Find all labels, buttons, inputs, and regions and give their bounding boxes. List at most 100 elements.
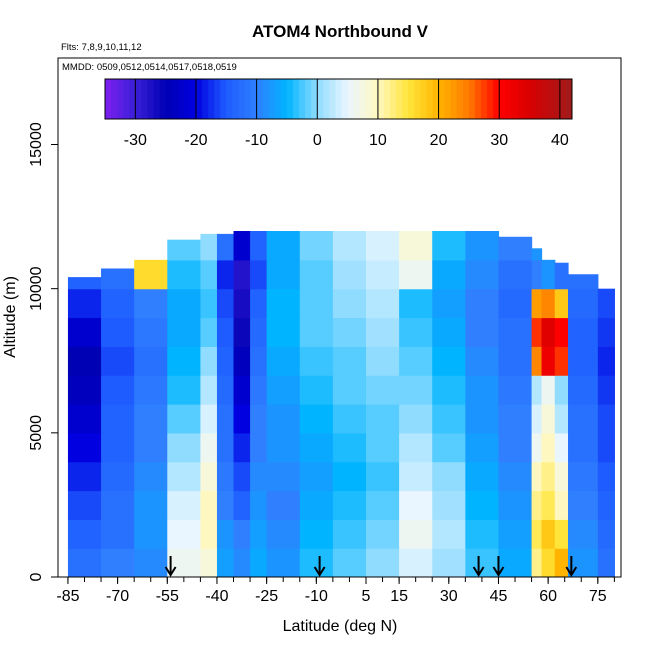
- heatmap-cell: [299, 231, 334, 261]
- heatmap-cell: [67, 432, 102, 463]
- colorbar-swatch: [493, 79, 500, 119]
- colorbar-swatch: [189, 79, 197, 119]
- heatmap-cell: [134, 490, 168, 520]
- heatmap-cell: [498, 259, 533, 290]
- heatmap-cell: [332, 490, 367, 520]
- heatmap-cell: [67, 548, 102, 577]
- heatmap-cell: [67, 346, 102, 376]
- heatmap-cell: [266, 404, 301, 434]
- heatmap-cell: [531, 317, 543, 347]
- heatmap-cell: [554, 519, 569, 549]
- heatmap-cell: [101, 432, 135, 463]
- heatmap-cell: [531, 346, 543, 376]
- heatmap-cell: [250, 461, 268, 492]
- heatmap-cell: [266, 231, 301, 261]
- heatmap-cell: [432, 346, 466, 376]
- heatmap-cell: [399, 461, 433, 492]
- colorbar-swatch: [202, 79, 209, 119]
- heatmap-cell: [554, 375, 569, 405]
- heatmap-cell: [134, 432, 168, 463]
- heatmap-cell: [134, 259, 168, 290]
- heatmap-cell: [101, 404, 135, 434]
- flight-marker-arrowhead: [313, 566, 326, 577]
- heatmap-cell: [67, 490, 102, 520]
- x-tick-label: 60: [539, 588, 557, 605]
- heatmap-cell: [101, 548, 135, 577]
- heatmap-cell: [554, 346, 569, 376]
- heatmap-cell: [597, 375, 615, 405]
- heatmap-cell: [554, 404, 569, 434]
- x-tick-label: -10: [305, 588, 328, 605]
- colorbar-swatch: [541, 79, 549, 119]
- heatmap-cell: [299, 548, 334, 577]
- heatmap-cell: [266, 548, 301, 577]
- colorbar-swatch: [147, 79, 155, 119]
- heatmap-cell: [167, 404, 202, 434]
- heatmap-cell: [134, 317, 168, 347]
- heatmap-cell: [167, 259, 202, 290]
- colorbar-swatch: [262, 79, 270, 119]
- y-tick-label: 0: [28, 572, 45, 581]
- colorbar-swatch: [141, 79, 148, 119]
- heatmap-cell: [531, 288, 543, 319]
- heatmap-cell: [216, 404, 235, 434]
- heatmap-cell: [365, 346, 400, 376]
- colorbar-swatch: [183, 79, 191, 119]
- heatmap-cell: [233, 317, 251, 347]
- heatmap-cell: [432, 404, 466, 434]
- heatmap-cell: [250, 432, 268, 463]
- colorbar-swatch: [487, 79, 494, 119]
- colorbar-swatch: [420, 79, 427, 119]
- colorbar-swatch: [523, 79, 531, 119]
- x-tick-label: 15: [390, 588, 408, 605]
- heatmap-cell: [332, 317, 367, 347]
- x-tick-label: -25: [255, 588, 278, 605]
- heatmap-cell: [465, 375, 500, 405]
- heatmap-cell: [465, 432, 500, 463]
- y-tick-label: 10000: [28, 266, 45, 311]
- heatmap-cell: [568, 375, 599, 405]
- heatmap-cell: [266, 461, 301, 492]
- heatmap-cell: [332, 461, 367, 492]
- colorbar-swatch: [232, 79, 239, 119]
- colorbar-swatch: [214, 79, 221, 119]
- heatmap-cell: [432, 231, 466, 261]
- colorbar-swatch: [432, 79, 440, 119]
- colorbar-swatch: [123, 79, 130, 119]
- heatmap-cell: [200, 432, 218, 463]
- flight-marker-arrowhead: [492, 566, 505, 577]
- heatmap-cell: [399, 317, 433, 347]
- heatmap-cell: [568, 519, 599, 549]
- colorbar-swatch: [165, 79, 173, 119]
- heatmap-cell: [233, 288, 251, 319]
- flight-marker-arrowhead: [472, 566, 485, 577]
- heatmap-cell: [233, 432, 251, 463]
- chart-title: ATOM4 Northbound V: [252, 22, 429, 41]
- heatmap-cell: [432, 461, 466, 492]
- y-axis-label: Altitude (m): [2, 276, 19, 358]
- heatmap-cell: [266, 346, 301, 376]
- heatmap-cell: [568, 317, 599, 347]
- colorbar-swatch: [329, 79, 336, 119]
- heatmap-cell: [101, 317, 135, 347]
- heatmap-cell: [399, 548, 433, 577]
- colorbar-swatch: [238, 79, 245, 119]
- colorbar: -30 -20 -10 0 10 20 30 40: [104, 78, 573, 149]
- colorbar-swatch: [244, 79, 252, 119]
- heatmap-cell: [365, 548, 400, 577]
- heatmap-cell: [266, 317, 301, 347]
- colorbar-swatch: [468, 79, 476, 119]
- heatmap-cell: [101, 268, 135, 290]
- heatmap-cell: [167, 317, 202, 347]
- heatmap-cell: [432, 432, 466, 463]
- heatmap-cell: [531, 461, 543, 492]
- colorbar-swatch: [559, 79, 567, 119]
- heatmap-cell: [554, 288, 569, 319]
- heatmap-cell: [498, 346, 533, 376]
- heatmap-cell: [597, 548, 615, 577]
- heatmap-cell: [399, 346, 433, 376]
- heatmap-cell: [216, 259, 235, 290]
- colorbar-swatch: [226, 79, 233, 119]
- colorbar-tick-label: 40: [551, 132, 569, 149]
- heatmap-cell: [531, 432, 543, 463]
